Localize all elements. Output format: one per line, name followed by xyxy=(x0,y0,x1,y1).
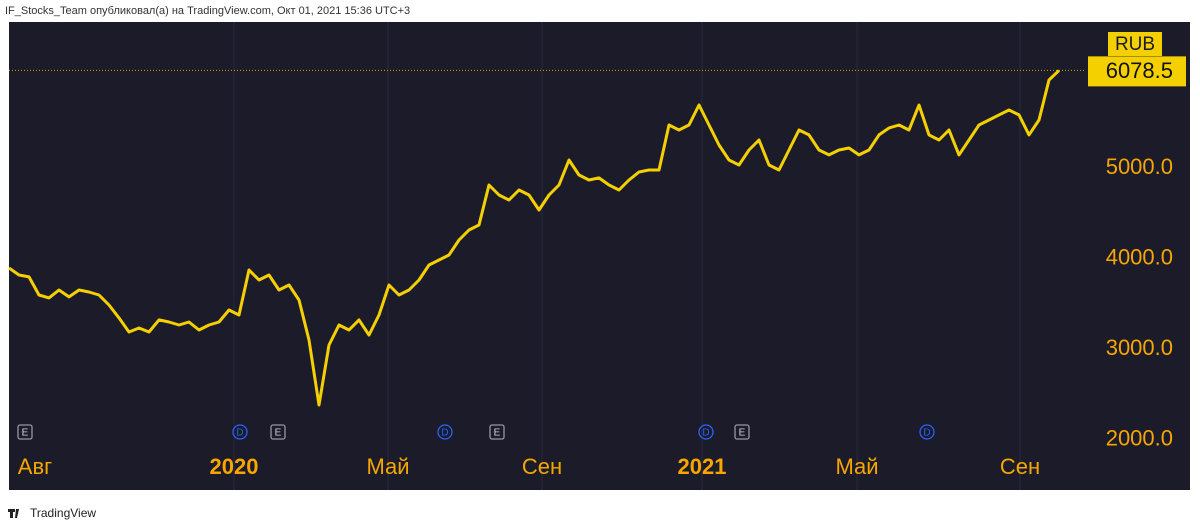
x-tick-label: Авг xyxy=(18,454,52,479)
event-label: E xyxy=(275,428,282,439)
currency-label: RUB xyxy=(1115,34,1155,55)
event-marker xyxy=(17,424,33,440)
event-label: E xyxy=(494,428,501,439)
x-tick-label: Сен xyxy=(522,454,562,479)
x-tick-label: Май xyxy=(835,454,878,479)
event-marker xyxy=(698,424,714,440)
event-marker xyxy=(734,424,750,440)
currency-badge xyxy=(1108,32,1162,56)
last-price-label: 6078.5 xyxy=(1106,58,1173,83)
event-label: D xyxy=(236,428,243,439)
event-label: E xyxy=(22,428,29,439)
chart-background xyxy=(9,22,1190,490)
event-marker xyxy=(489,424,505,440)
event-marker xyxy=(919,424,935,440)
y-tick-label: 5000.0 xyxy=(1106,154,1173,179)
tradingview-logo xyxy=(8,509,19,518)
footer-brand: TradingView xyxy=(30,506,96,520)
x-tick-label: Сен xyxy=(1000,454,1040,479)
event-label: D xyxy=(441,428,448,439)
event-marker xyxy=(270,424,286,440)
x-tick-label: Май xyxy=(366,454,409,479)
event-marker xyxy=(437,424,453,440)
x-tick-label: 2021 xyxy=(678,454,727,479)
event-label: D xyxy=(702,428,709,439)
last-price-badge xyxy=(1088,56,1186,87)
y-tick-label: 2000.0 xyxy=(1106,425,1173,450)
event-label: E xyxy=(739,428,746,439)
y-tick-label: 4000.0 xyxy=(1106,244,1173,269)
y-tick-label: 3000.0 xyxy=(1106,335,1173,360)
attribution: IF_Stocks_Team опубликовал(а) на Trading… xyxy=(5,5,410,17)
price-line xyxy=(8,69,1061,407)
x-tick-label: 2020 xyxy=(210,454,259,479)
event-marker xyxy=(232,424,248,440)
event-label: D xyxy=(923,428,930,439)
